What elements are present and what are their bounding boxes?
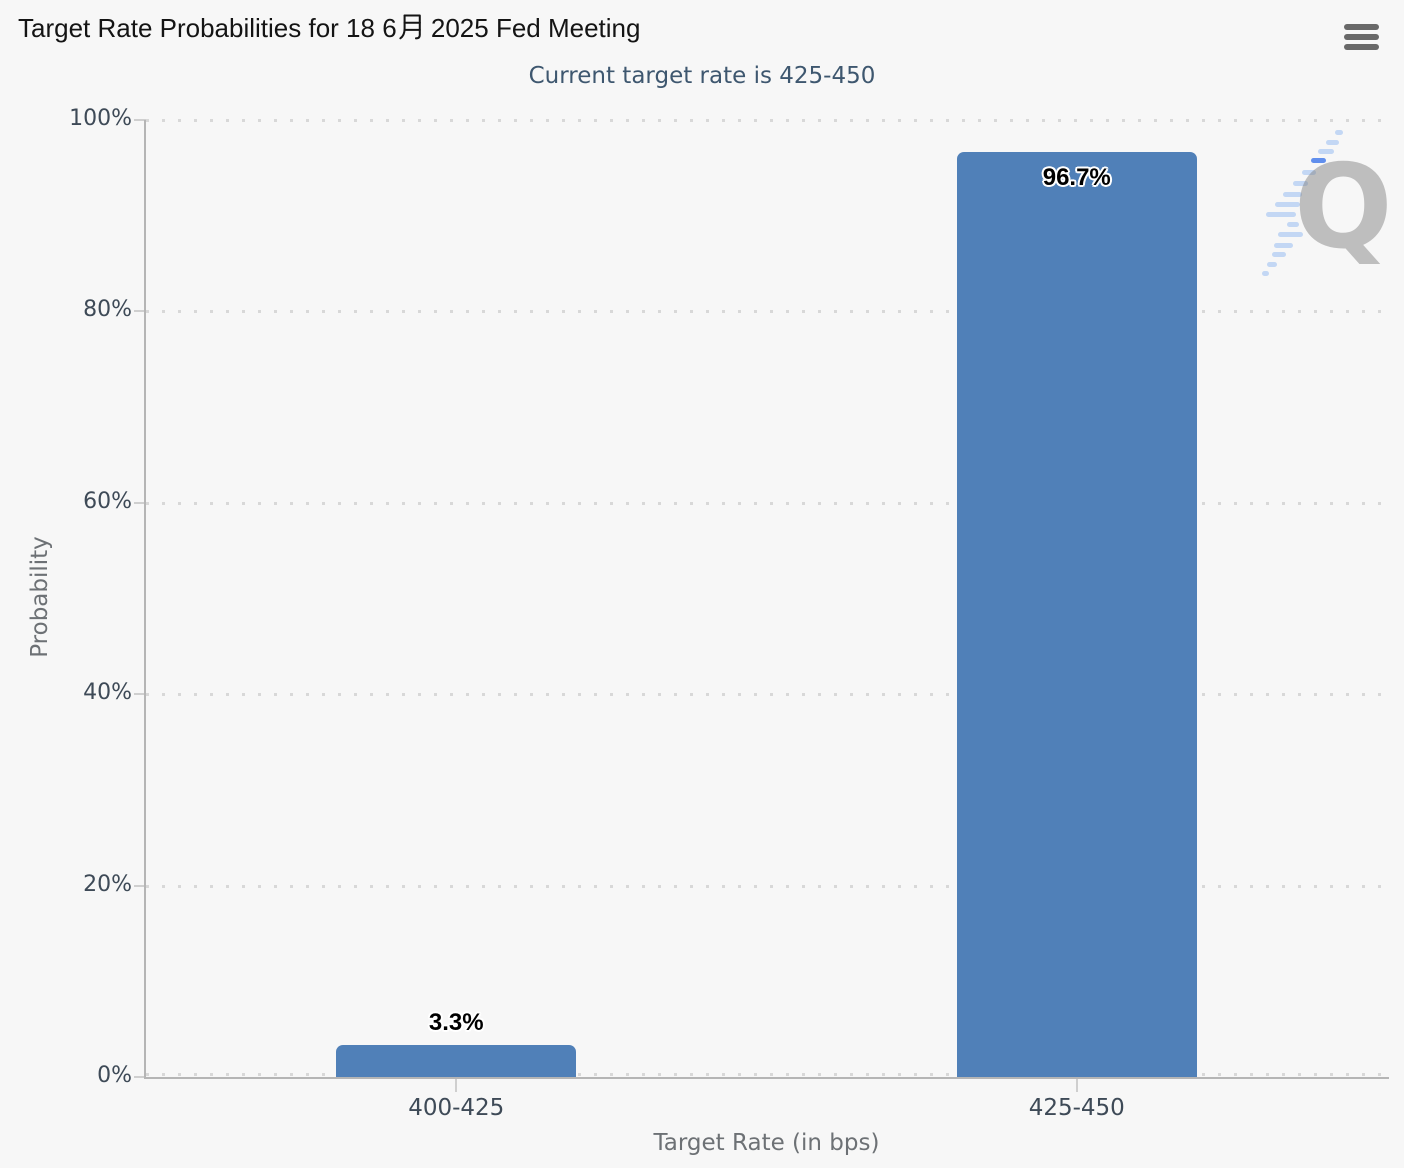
watermark-streak xyxy=(1287,222,1299,227)
watermark-streak xyxy=(1335,130,1343,135)
y-tick xyxy=(134,119,146,121)
watermark-streak xyxy=(1275,202,1300,207)
y-axis-line xyxy=(144,120,146,1079)
watermark-q-logo: Q xyxy=(1294,140,1393,275)
y-tick-label: 20% xyxy=(83,871,132,897)
x-category-label: 425-450 xyxy=(1028,1095,1125,1121)
y-axis-title: Probability xyxy=(27,536,53,658)
bar-value-label: 3.3% xyxy=(428,1009,484,1037)
y-gridline xyxy=(146,310,1387,314)
watermark-streak xyxy=(1278,232,1303,237)
hamburger-menu-icon xyxy=(1344,44,1379,50)
y-gridline xyxy=(146,119,1387,122)
hamburger-menu-icon xyxy=(1344,34,1379,40)
y-tick xyxy=(134,884,146,887)
x-axis-line xyxy=(144,1077,1389,1079)
chart-context-menu-button[interactable] xyxy=(1342,20,1382,54)
watermark-streak xyxy=(1302,170,1316,175)
y-gridline xyxy=(146,1073,1387,1076)
y-tick-label: 80% xyxy=(83,297,132,323)
page-title: Target Rate Probabilities for 18 6 2025 … xyxy=(18,13,640,44)
hamburger-menu-icon xyxy=(1344,24,1379,30)
chart-subtitle: Current target rate is 425-450 xyxy=(528,63,876,89)
y-gridline xyxy=(146,693,1387,697)
watermark-streak xyxy=(1272,252,1286,257)
y-tick xyxy=(134,310,146,313)
watermark-streak xyxy=(1267,262,1277,267)
y-tick-label: 0% xyxy=(97,1063,132,1088)
bar-400-425[interactable] xyxy=(336,1045,577,1077)
y-gridline xyxy=(146,884,1387,888)
watermark-streak xyxy=(1283,192,1302,197)
page-title-text-pre: Target Rate Probabilities for 18 6 xyxy=(18,13,397,43)
watermark-streak xyxy=(1293,181,1308,186)
month-kanji-glyph xyxy=(399,14,421,40)
y-tick-label: 40% xyxy=(83,680,132,706)
bar-425-450[interactable] xyxy=(956,151,1197,1077)
y-tick xyxy=(134,501,146,504)
y-tick xyxy=(134,1076,146,1078)
watermark-streak xyxy=(1274,243,1293,248)
watermark-streak xyxy=(1262,271,1269,276)
y-tick-label: 100% xyxy=(69,106,132,131)
x-category-label: 400-425 xyxy=(408,1095,505,1121)
x-tick xyxy=(455,1079,458,1092)
page-title-text-post: 2025 Fed Meeting xyxy=(423,13,641,43)
bar-value-label: 96.7% xyxy=(1042,163,1111,191)
watermark-streak xyxy=(1326,140,1339,145)
watermark-streak xyxy=(1266,212,1296,217)
y-gridline xyxy=(146,501,1387,505)
y-tick xyxy=(134,693,146,696)
watermark-streak xyxy=(1311,158,1326,163)
y-tick-label: 60% xyxy=(83,488,132,514)
x-tick xyxy=(1075,1079,1078,1092)
x-axis-title: Target Rate (in bps) xyxy=(653,1130,880,1156)
watermark-streak xyxy=(1318,149,1334,154)
